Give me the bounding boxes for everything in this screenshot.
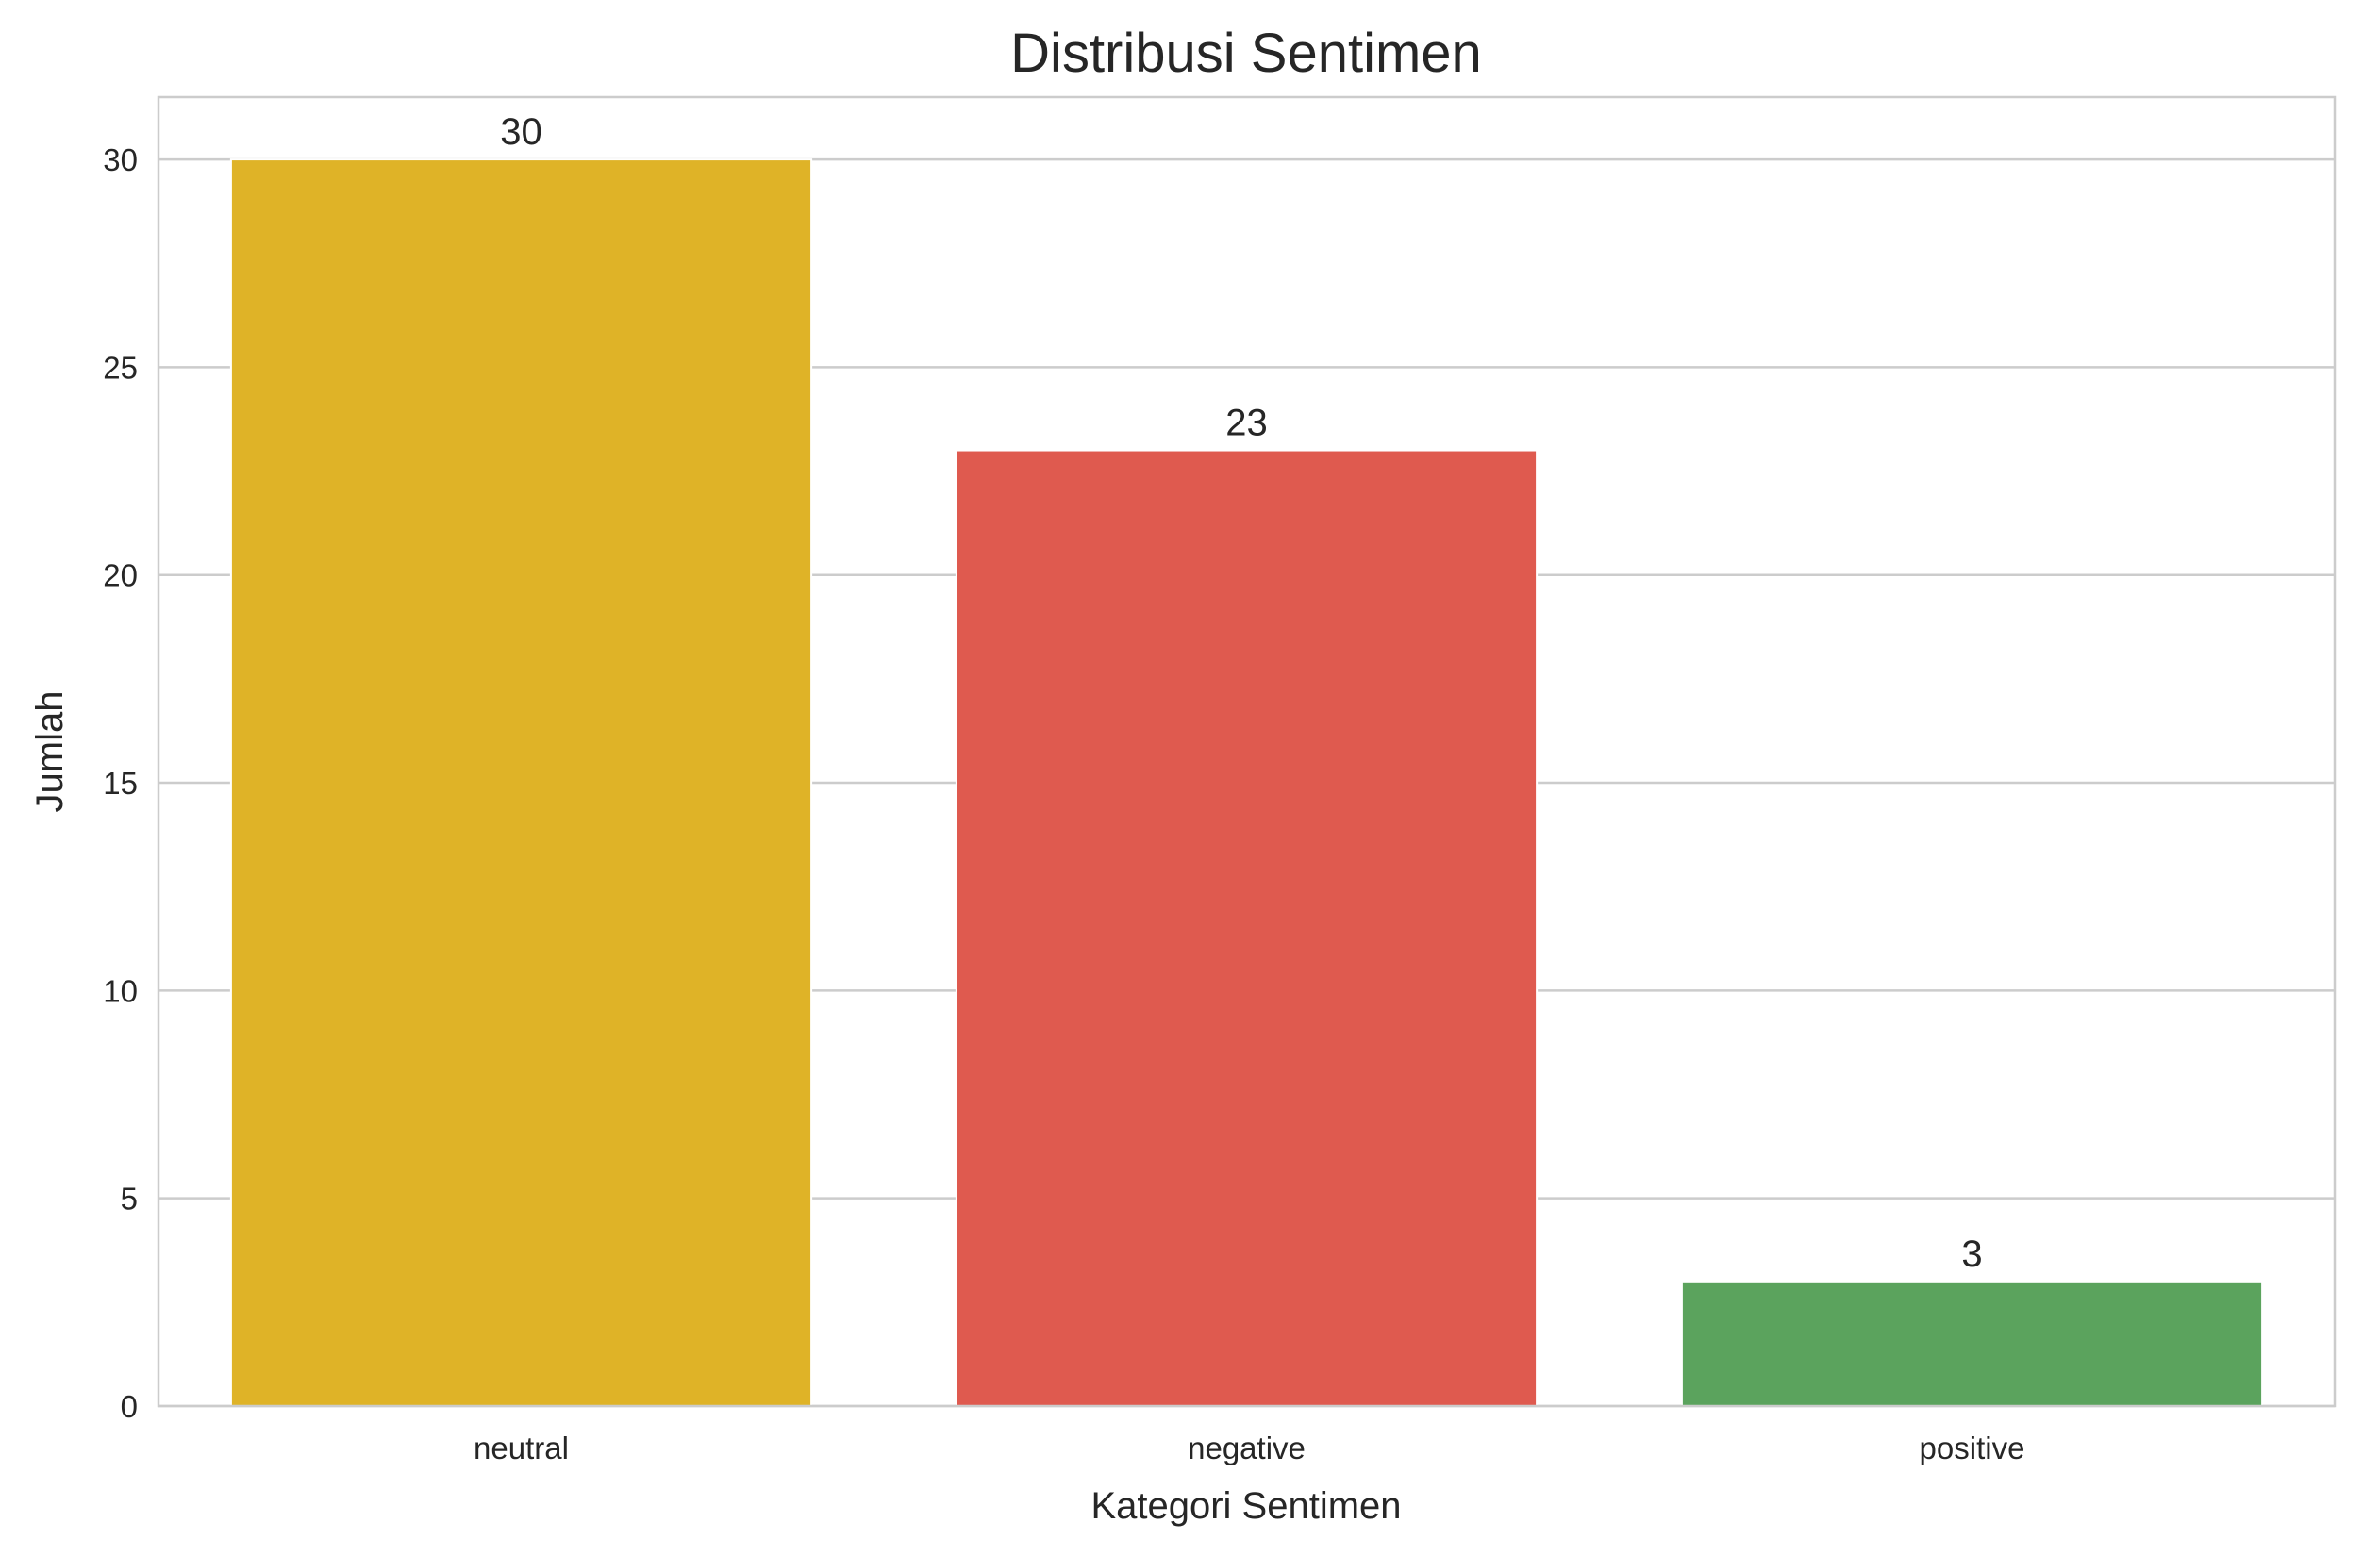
plot-frame [157, 95, 2337, 1408]
y-tick-label: 15 [103, 766, 138, 801]
y-axis-label: Jumlah [29, 691, 71, 813]
bar-positive [1680, 1280, 2264, 1408]
data-label-negative: 23 [1225, 403, 1268, 444]
x-tick-label-positive: positive [1920, 1431, 2025, 1465]
x-tick-label-neutral: neutral [474, 1431, 569, 1465]
data-label-neutral: 30 [500, 111, 542, 153]
bars [229, 158, 2264, 1408]
y-tick-label: 10 [103, 973, 138, 1008]
y-tick-label: 5 [121, 1182, 138, 1217]
y-tick-label: 0 [121, 1389, 138, 1424]
x-axis-label: Kategori Sentimen [1090, 1485, 1401, 1527]
bar-negative [955, 449, 1539, 1407]
chart-title: Distribusi Sentimen [1010, 23, 1482, 84]
bar-neutral [229, 158, 813, 1408]
x-tick-labels: neutral negative positive [474, 1431, 2024, 1465]
y-tick-label: 25 [103, 350, 138, 385]
y-tick-label: 20 [103, 558, 138, 593]
y-tick-labels: 0 5 10 15 20 25 30 [103, 142, 138, 1424]
y-tick-label: 30 [103, 142, 138, 177]
data-label-positive: 3 [1961, 1233, 1982, 1275]
data-labels: 30 23 3 [500, 111, 1982, 1275]
x-tick-label-negative: negative [1188, 1431, 1306, 1465]
